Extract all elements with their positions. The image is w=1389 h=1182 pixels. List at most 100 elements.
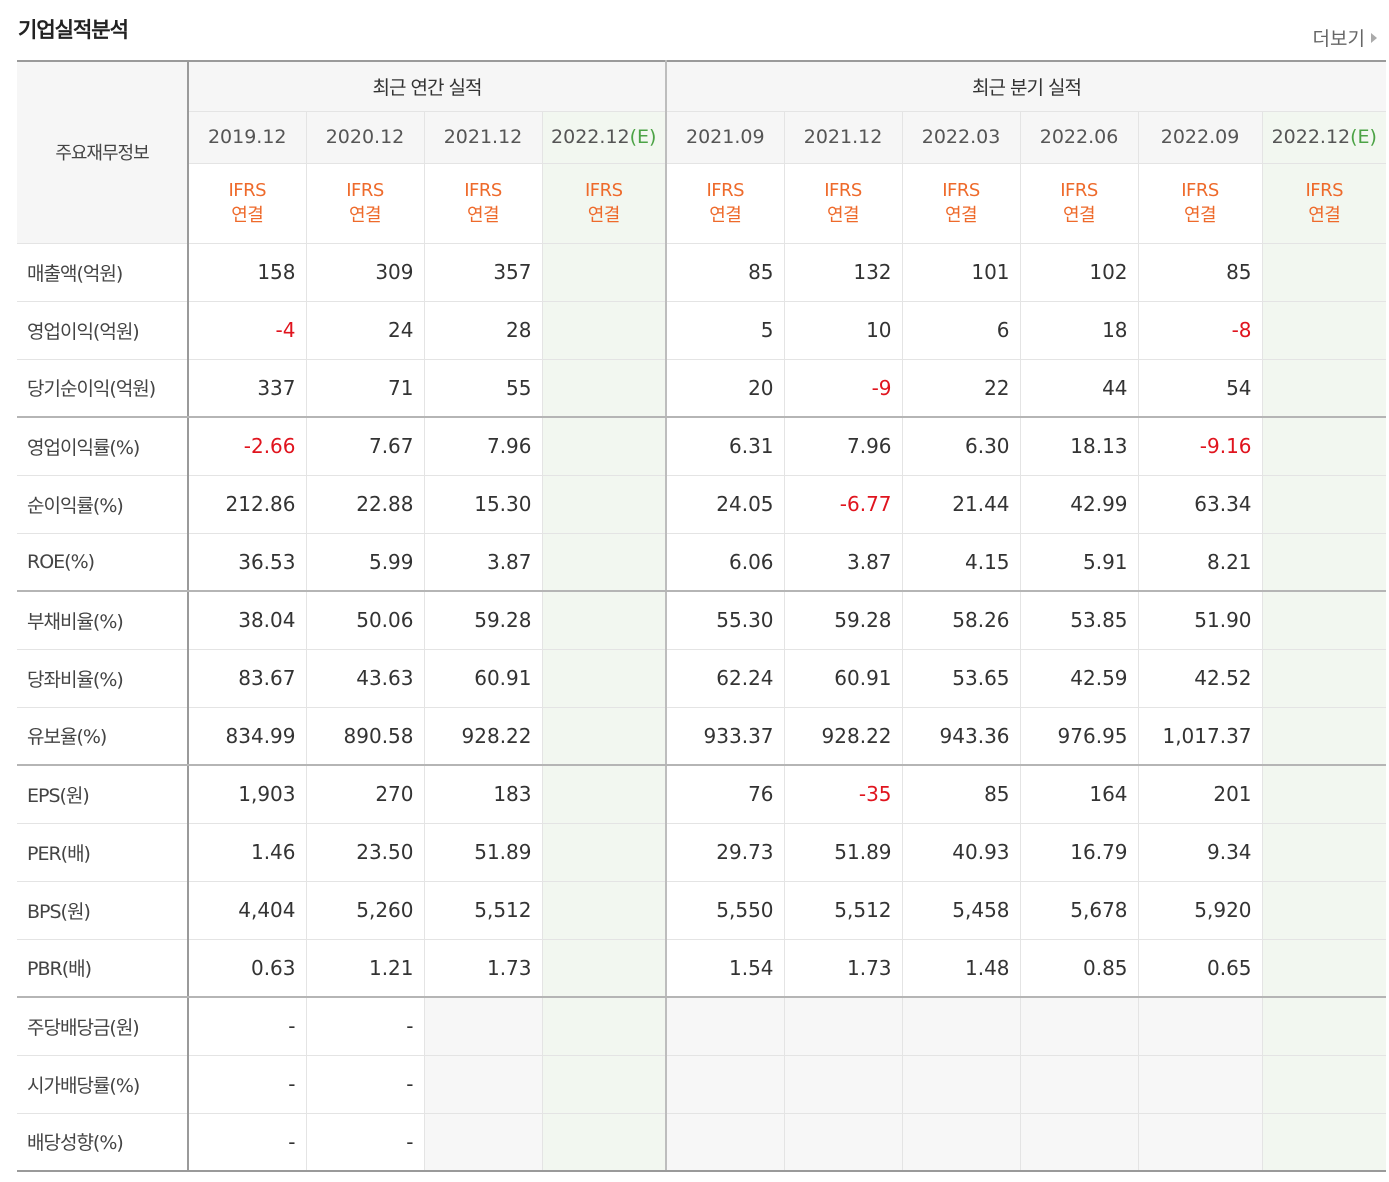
value-cell bbox=[541, 533, 668, 592]
value-cell: 0.63 bbox=[187, 939, 306, 998]
value-cell bbox=[1261, 1055, 1387, 1114]
more-link[interactable]: 더보기 bbox=[1313, 24, 1377, 51]
value-cell: 71 bbox=[305, 359, 424, 418]
value-cell: 102 bbox=[1019, 243, 1139, 302]
value-cell: 976.95 bbox=[1019, 707, 1139, 766]
accounting-standard: IFRS 연결 bbox=[541, 163, 668, 244]
value-cell: 85 bbox=[901, 765, 1021, 824]
value-cell: -9.16 bbox=[1137, 417, 1263, 476]
value-cell bbox=[665, 1055, 785, 1114]
value-cell: 42.99 bbox=[1019, 475, 1139, 534]
value-cell bbox=[541, 1113, 668, 1172]
value-cell: 18 bbox=[1019, 301, 1139, 360]
accounting-standard-line1: IFRS bbox=[1060, 180, 1098, 201]
value-cell bbox=[1261, 301, 1387, 360]
value-cell bbox=[901, 1113, 1021, 1172]
value-cell: 834.99 bbox=[187, 707, 306, 766]
value-cell: 5,920 bbox=[1137, 881, 1263, 940]
accounting-standard: IFRS 연결 bbox=[423, 163, 542, 244]
table-row: 순이익률(%) 212.86 22.88 15.30 24.05 -6.77 21.44 42… bbox=[17, 475, 1387, 534]
period-date: 2022.12 bbox=[1271, 126, 1351, 148]
value-cell: 38.04 bbox=[187, 591, 306, 650]
value-cell: 51.90 bbox=[1137, 591, 1263, 650]
row-label: PBR(배) bbox=[17, 939, 189, 998]
table-row: 영업이익률(%) -2.66 7.67 7.96 6.31 7.96 6.30 18.13 -9… bbox=[17, 417, 1387, 476]
accounting-standard: IFRS 연결 bbox=[1019, 163, 1139, 244]
row-label: BPS(원) bbox=[17, 881, 189, 940]
value-cell bbox=[783, 1113, 903, 1172]
value-cell bbox=[423, 997, 542, 1056]
value-cell: 51.89 bbox=[423, 823, 542, 882]
accounting-standard-line2: 연결 bbox=[944, 205, 978, 226]
value-cell: -4 bbox=[187, 301, 306, 360]
table-row: ROE(%) 36.53 5.99 3.87 6.06 3.87 4.15 5.91 8.21 bbox=[17, 533, 1387, 592]
accounting-standard-line2: 연결 bbox=[1062, 205, 1096, 226]
value-cell: 5,458 bbox=[901, 881, 1021, 940]
accounting-standard: IFRS 연결 bbox=[305, 163, 424, 244]
value-cell bbox=[541, 417, 668, 476]
value-cell bbox=[1261, 475, 1387, 534]
period-date: 2021.12 bbox=[443, 126, 523, 148]
value-cell bbox=[1137, 997, 1263, 1056]
value-cell: 101 bbox=[901, 243, 1021, 302]
value-cell: 1.21 bbox=[305, 939, 424, 998]
row-label: 당좌비율(%) bbox=[17, 649, 189, 708]
value-cell: - bbox=[305, 1113, 424, 1172]
accounting-standard-line1: IFRS bbox=[824, 180, 862, 201]
value-cell: 44 bbox=[1019, 359, 1139, 418]
value-cell: 24.05 bbox=[665, 475, 785, 534]
table-row: 당기순이익(억원) 337 71 55 20 -9 22 44 54 bbox=[17, 359, 1387, 418]
value-cell: 42.59 bbox=[1019, 649, 1139, 708]
value-cell bbox=[1019, 1055, 1139, 1114]
period-date-header: 2022.03 bbox=[901, 111, 1021, 164]
accounting-standard-line2: 연결 bbox=[466, 205, 500, 226]
value-cell bbox=[541, 765, 668, 824]
value-cell bbox=[901, 997, 1021, 1056]
accounting-standard-line1: IFRS bbox=[346, 180, 384, 201]
period-date-header: 2022.06 bbox=[1019, 111, 1139, 164]
value-cell bbox=[541, 707, 668, 766]
row-label: 주당배당금(원) bbox=[17, 997, 189, 1056]
value-cell: 63.34 bbox=[1137, 475, 1263, 534]
period-date-header: 2022.09 bbox=[1137, 111, 1263, 164]
value-cell bbox=[665, 997, 785, 1056]
period-date: 2022.03 bbox=[921, 126, 1001, 148]
value-cell bbox=[1261, 1113, 1387, 1172]
value-cell: 1.54 bbox=[665, 939, 785, 998]
value-cell bbox=[423, 1055, 542, 1114]
value-cell: 158 bbox=[187, 243, 306, 302]
value-cell bbox=[541, 997, 668, 1056]
estimate-mark: (E) bbox=[629, 126, 657, 148]
value-cell: 890.58 bbox=[305, 707, 424, 766]
accounting-standard-line1: IFRS bbox=[228, 180, 267, 201]
accounting-standard: IFRS 연결 bbox=[783, 163, 903, 244]
accounting-standard-line1: IFRS bbox=[706, 180, 745, 201]
value-cell: 22 bbox=[901, 359, 1021, 418]
value-cell: 85 bbox=[665, 243, 785, 302]
value-cell: 15.30 bbox=[423, 475, 542, 534]
value-cell bbox=[423, 1113, 542, 1172]
table-row: 주당배당금(원) - - bbox=[17, 997, 1387, 1056]
value-cell: - bbox=[305, 1055, 424, 1114]
section-title: 기업실적분석 bbox=[18, 18, 129, 42]
value-cell: 5,512 bbox=[783, 881, 903, 940]
value-cell: 183 bbox=[423, 765, 542, 824]
value-cell bbox=[1261, 533, 1387, 592]
value-cell: 24 bbox=[305, 301, 424, 360]
value-cell: 928.22 bbox=[783, 707, 903, 766]
value-cell bbox=[541, 243, 668, 302]
value-cell: 164 bbox=[1019, 765, 1139, 824]
accounting-standard-line2: 연결 bbox=[1183, 205, 1217, 226]
value-cell: 5,550 bbox=[665, 881, 785, 940]
accounting-standard: IFRS 연결 bbox=[1137, 163, 1263, 244]
table-row: 부채비율(%) 38.04 50.06 59.28 55.30 59.28 58.26 53.… bbox=[17, 591, 1387, 650]
value-cell: 29.73 bbox=[665, 823, 785, 882]
table-row: PER(배) 1.46 23.50 51.89 29.73 51.89 40.93 16.79… bbox=[17, 823, 1387, 882]
value-cell: 3.87 bbox=[423, 533, 542, 592]
value-cell: 9.34 bbox=[1137, 823, 1263, 882]
table-row: 당좌비율(%) 83.67 43.63 60.91 62.24 60.91 53.65 42.… bbox=[17, 649, 1387, 708]
row-label: 당기순이익(억원) bbox=[17, 359, 189, 418]
value-cell: 3.87 bbox=[783, 533, 903, 592]
value-cell: 1.73 bbox=[423, 939, 542, 998]
row-label: 유보율(%) bbox=[17, 707, 189, 766]
